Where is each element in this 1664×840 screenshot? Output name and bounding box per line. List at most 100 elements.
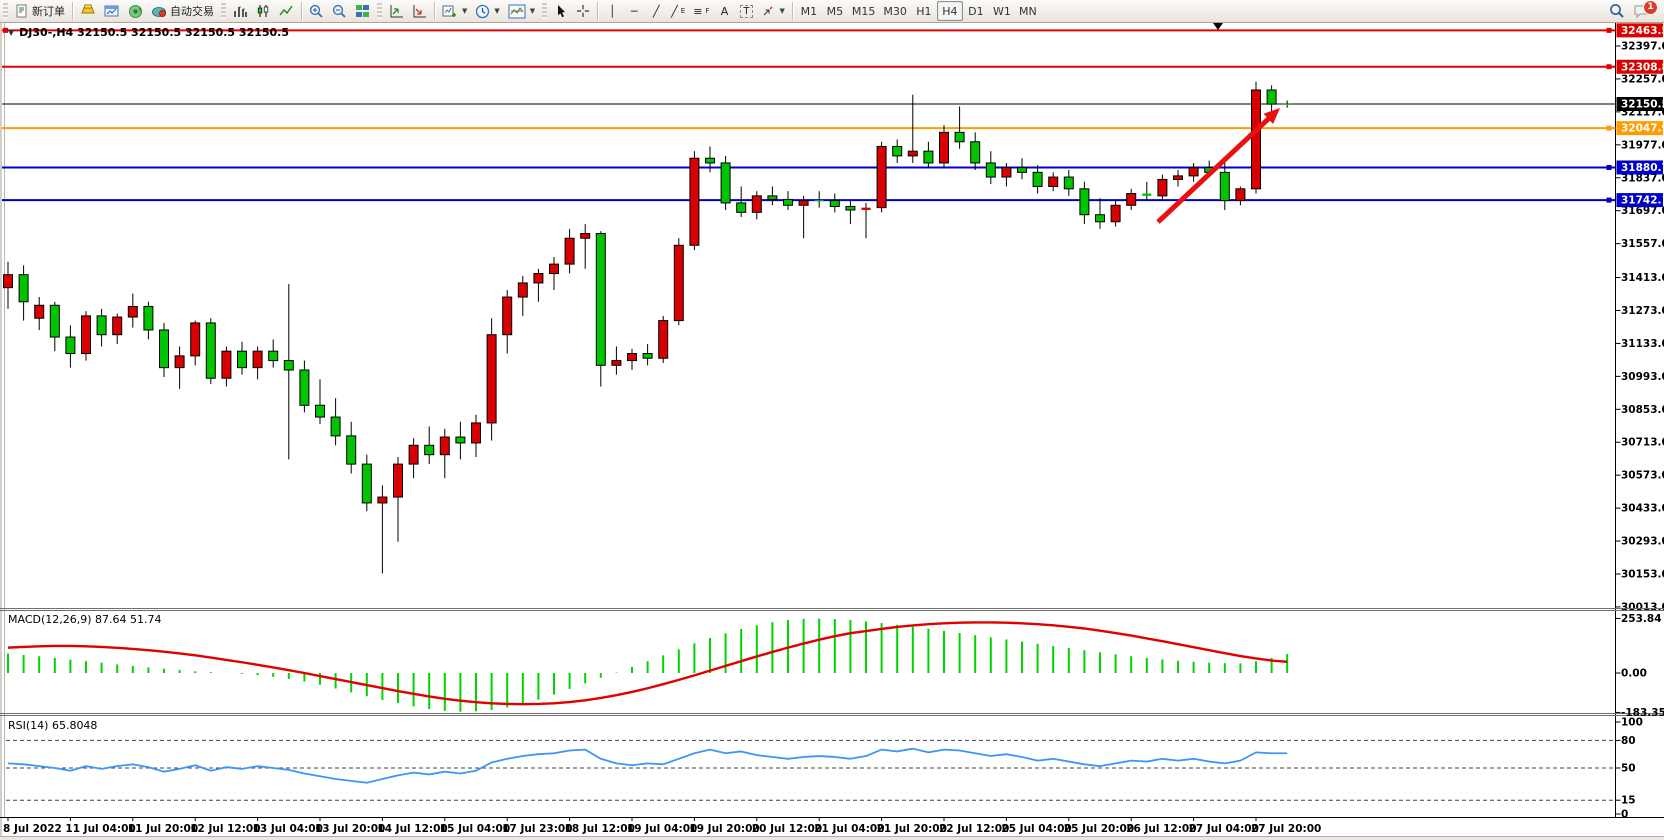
line-handle[interactable] <box>1606 197 1612 203</box>
trendline-tool[interactable]: ╱ <box>645 1 667 21</box>
notification-badge: 1 <box>1643 0 1658 15</box>
text-label-tool[interactable]: T <box>735 1 757 21</box>
new-chart-dropdown[interactable]: ▼ <box>438 1 471 21</box>
chart-plot-area[interactable] <box>2 22 1616 817</box>
candle-body <box>705 157 715 164</box>
svg-text:15 Jul 04:00: 15 Jul 04:00 <box>440 823 510 835</box>
candle-body <box>533 273 544 284</box>
toolbar-grip[interactable] <box>3 3 8 19</box>
line-handle[interactable] <box>1606 27 1612 33</box>
new-order-button[interactable]: 新订单 <box>11 1 69 21</box>
rsi-line <box>7 747 1288 784</box>
timeframe-M5[interactable]: M5 <box>822 1 848 21</box>
timeframe-H4[interactable]: H4 <box>936 1 963 21</box>
channel-tool[interactable]: ╱ E <box>667 1 689 21</box>
candle-body <box>393 463 403 498</box>
price-badges: 32463.5 32308.8 32150.5 32047.9 31880.7 31742… <box>1616 23 1664 208</box>
gold-chart-button[interactable] <box>76 1 100 21</box>
line-handle[interactable] <box>3 27 8 33</box>
horizontal-lines <box>2 27 1616 203</box>
tile-windows-button[interactable] <box>351 1 374 21</box>
indicators-down-button[interactable] <box>408 1 431 21</box>
chevron-down-icon: ▼ <box>462 7 468 15</box>
line-handle[interactable] <box>1606 125 1612 131</box>
candle-body <box>34 304 45 319</box>
candle-body <box>658 320 669 359</box>
crosshair-tool-button[interactable] <box>572 1 594 21</box>
candle-body <box>689 157 700 246</box>
svg-text:31837.0: 31837.0 <box>1621 172 1664 184</box>
candle-body <box>845 205 856 211</box>
indicators-up-button[interactable] <box>385 1 408 21</box>
candle-body <box>439 436 450 456</box>
profiles-button[interactable] <box>100 1 124 21</box>
one-click-trading-toggle[interactable]: ▼ <box>8 28 15 37</box>
candle-body <box>283 360 294 371</box>
horizontal-line-tool[interactable]: ─ <box>623 1 645 21</box>
arrows-dropdown[interactable]: ▼ <box>757 1 788 21</box>
svg-text:21 Jul 20:00: 21 Jul 20:00 <box>877 823 947 835</box>
search-button[interactable] <box>1605 1 1629 21</box>
toolbar-grip[interactable] <box>542 3 548 19</box>
tile-windows-icon <box>356 5 369 17</box>
timeframe-M30[interactable]: M30 <box>879 1 911 21</box>
timeframe-MN[interactable]: MN <box>1015 1 1041 21</box>
candle-body <box>486 334 497 424</box>
text-tool[interactable]: A <box>713 1 735 21</box>
candle-body <box>1063 176 1074 190</box>
candle-body <box>751 195 762 213</box>
toolbar-grip[interactable] <box>377 3 382 19</box>
auto-trading-button[interactable]: 自动交易 <box>147 1 218 21</box>
trend-arrow-head[interactable] <box>1263 108 1280 125</box>
fibonacci-tool[interactable]: ≡ F <box>689 1 713 21</box>
svg-text:31133.0: 31133.0 <box>1621 338 1664 350</box>
candle-body <box>3 274 13 289</box>
bar-chart-button[interactable] <box>229 1 252 21</box>
trend-arrow[interactable] <box>1156 113 1275 224</box>
timeframe-M15[interactable]: M15 <box>848 1 880 21</box>
timeframe-W1[interactable]: W1 <box>989 1 1015 21</box>
candle-body <box>1266 89 1277 105</box>
timeframe-D1[interactable]: D1 <box>963 1 989 21</box>
candle-body <box>642 353 653 359</box>
svg-text:31742.1: 31742.1 <box>1621 195 1664 207</box>
zoom-out-button[interactable] <box>328 1 351 21</box>
line-handle[interactable] <box>1606 164 1612 170</box>
chevron-down-icon: ▼ <box>779 7 785 15</box>
candle-body <box>330 416 341 437</box>
candle-body <box>1251 89 1261 190</box>
price-chart[interactable]: 32397.032257.032117.031977.031837.031697… <box>0 22 1664 840</box>
candle-body <box>81 315 91 355</box>
vertical-line-tool[interactable]: │ <box>601 1 623 21</box>
svg-text:32463.5: 32463.5 <box>1621 25 1664 37</box>
svg-text:31557.0: 31557.0 <box>1621 238 1664 250</box>
macd-label: MACD(12,26,9) 87.64 51.74 <box>8 613 162 626</box>
svg-text:30993.0: 30993.0 <box>1621 371 1664 383</box>
chart-shift-marker[interactable] <box>1213 23 1223 30</box>
candle-body <box>502 296 513 336</box>
timeframe-H1[interactable]: H1 <box>911 1 937 21</box>
template-dropdown[interactable]: ▼ <box>504 1 539 21</box>
svg-text:11 Jul 20:00: 11 Jul 20:00 <box>128 823 198 835</box>
timeframe-M1[interactable]: M1 <box>796 1 822 21</box>
svg-text:14 Jul 12:00: 14 Jul 12:00 <box>377 823 447 835</box>
candle-body <box>767 195 778 200</box>
svg-text:0: 0 <box>1621 809 1628 821</box>
candle-body <box>627 353 637 362</box>
search-icon <box>1610 4 1624 18</box>
candlestick-chart-button[interactable] <box>252 1 275 21</box>
period-dropdown[interactable]: ▼ <box>471 1 503 21</box>
zoom-in-button[interactable] <box>305 1 328 21</box>
svg-text:31880.7: 31880.7 <box>1621 162 1664 174</box>
cursor-tool-button[interactable] <box>550 1 572 21</box>
svg-text:100: 100 <box>1621 717 1643 729</box>
candle-body <box>1048 176 1059 187</box>
candle-body <box>549 263 559 275</box>
toolbar-grip[interactable] <box>221 3 226 19</box>
market-watch-button[interactable] <box>124 1 147 21</box>
candle-body <box>580 233 591 239</box>
line-chart-button[interactable] <box>275 1 298 21</box>
line-handle[interactable] <box>1606 64 1612 70</box>
fibo-sub-label: F <box>705 7 710 15</box>
